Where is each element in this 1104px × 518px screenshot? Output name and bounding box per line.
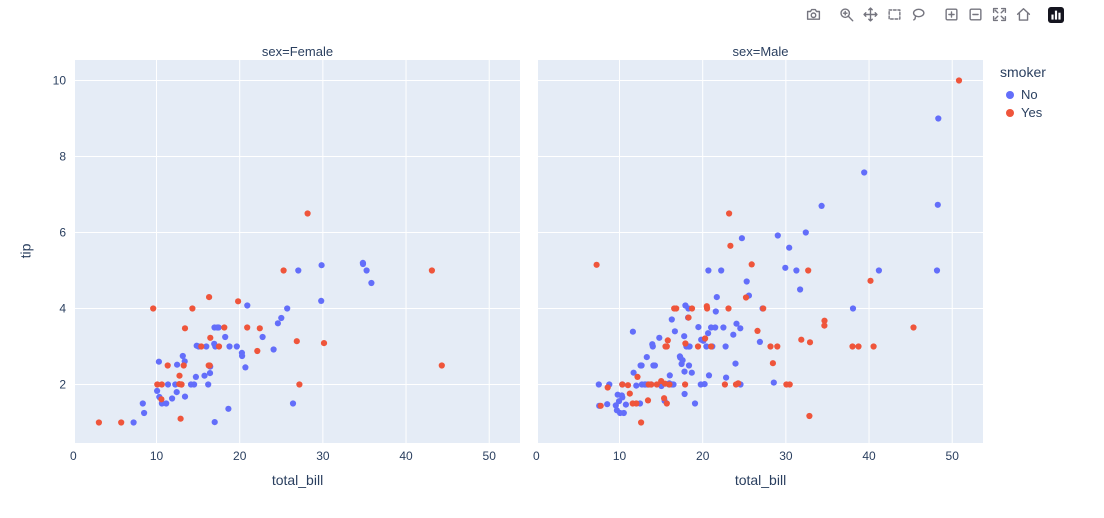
svg-text:6: 6 [59, 226, 66, 240]
box-select-button[interactable] [882, 4, 906, 25]
reset-axes-button[interactable] [1011, 4, 1035, 25]
lasso-select-button[interactable] [906, 4, 930, 25]
plotly-logo-button[interactable] [1044, 4, 1068, 25]
pan-button[interactable] [858, 4, 882, 25]
svg-text:20: 20 [696, 449, 710, 463]
svg-text:4: 4 [59, 302, 66, 316]
x-axis-title-right: total_bill [734, 472, 787, 488]
plotly-logo-icon [1048, 6, 1064, 23]
svg-text:30: 30 [316, 449, 330, 463]
legend-label-no: No [1021, 87, 1038, 102]
autoscale-icon [992, 7, 1007, 22]
modebar [792, 4, 1068, 25]
svg-text:2: 2 [59, 378, 66, 392]
camera-icon [806, 7, 821, 22]
zoom-out-button[interactable] [963, 4, 987, 25]
zoom-out-icon [968, 7, 983, 22]
svg-text:20: 20 [233, 449, 247, 463]
facet-title-male: sex=Male [732, 44, 789, 59]
y-axis-title: tip [17, 243, 34, 259]
zoom-in-button[interactable] [939, 4, 963, 25]
pan-icon [862, 7, 878, 22]
legend-item-no[interactable]: No [1006, 87, 1046, 102]
plot-area-male[interactable]: 0 10 20 30 40 50 [533, 60, 983, 463]
x-axis-title-left: total_bill [271, 472, 324, 488]
zoom-in-icon [944, 7, 959, 22]
facet-title-female: sex=Female [261, 44, 334, 59]
svg-text:40: 40 [399, 449, 413, 463]
svg-text:10: 10 [150, 449, 164, 463]
plot-area-female[interactable]: 0 10 20 30 40 50 2 4 6 8 10 [53, 60, 520, 463]
legend-title: smoker [1000, 64, 1046, 80]
zoom-icon [839, 7, 854, 22]
autoscale-button[interactable] [987, 4, 1011, 25]
legend-label-yes: Yes [1021, 105, 1043, 120]
home-icon [1016, 7, 1031, 22]
legend-item-yes[interactable]: Yes [1006, 105, 1046, 120]
legend-marker-no [1006, 90, 1014, 99]
svg-text:50: 50 [946, 449, 960, 463]
camera-button[interactable] [801, 4, 825, 25]
zoom-button[interactable] [834, 4, 858, 25]
legend-marker-yes [1006, 108, 1014, 117]
svg-text:0: 0 [70, 449, 77, 463]
lasso-select-icon [911, 7, 926, 22]
svg-text:40: 40 [862, 449, 876, 463]
svg-text:8: 8 [59, 150, 66, 164]
box-select-icon [887, 7, 902, 22]
svg-text:50: 50 [483, 449, 497, 463]
svg-text:30: 30 [779, 449, 793, 463]
svg-text:10: 10 [53, 74, 67, 88]
svg-text:0: 0 [533, 449, 540, 463]
svg-text:10: 10 [613, 449, 627, 463]
legend: smoker No Yes [1000, 64, 1046, 123]
